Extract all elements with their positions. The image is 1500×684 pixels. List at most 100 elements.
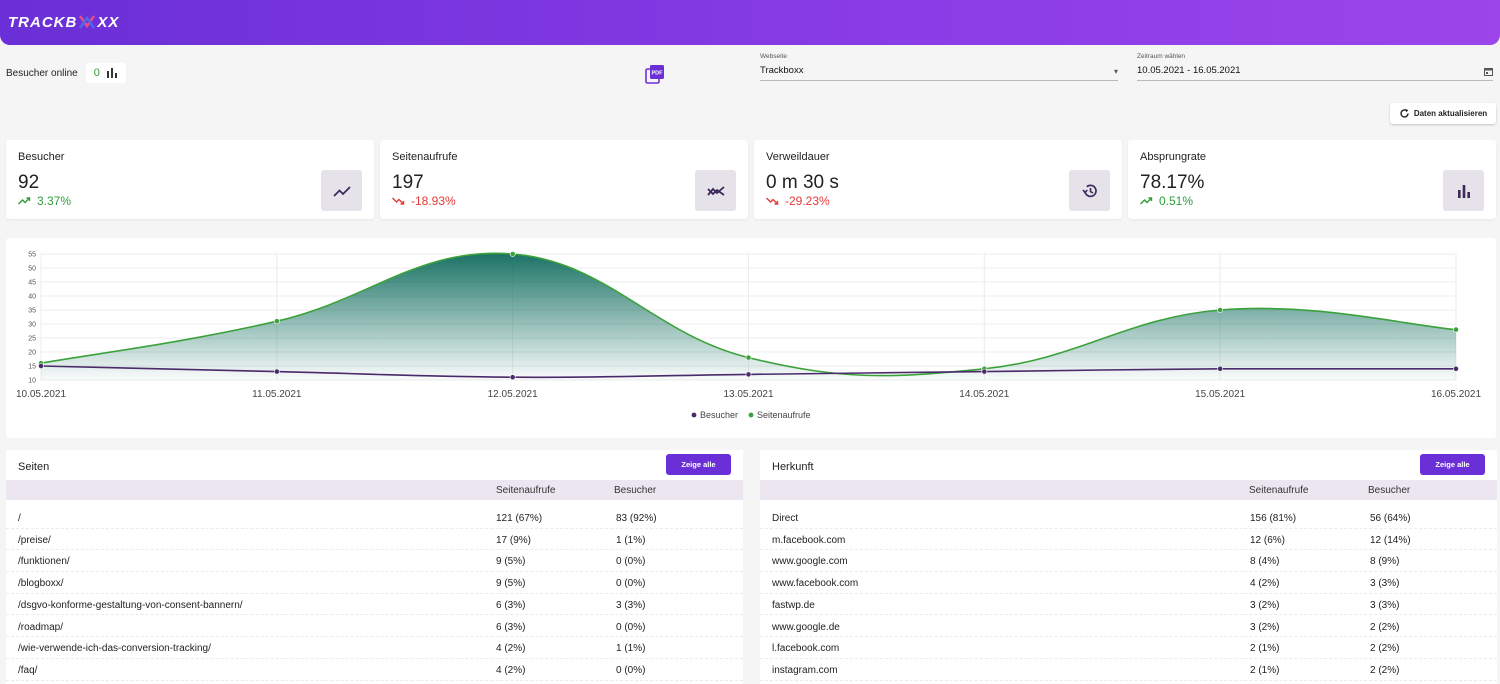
bar-chart-icon[interactable] bbox=[106, 68, 118, 78]
row-visitors: 2 (2%) bbox=[1370, 664, 1400, 676]
y-tick-label: 45 bbox=[28, 280, 36, 287]
trend-up-icon bbox=[18, 197, 31, 205]
website-select[interactable]: Webseite Trackboxx ▾ bbox=[760, 53, 1118, 81]
data-point-besucher[interactable] bbox=[981, 368, 988, 375]
table-row[interactable]: www.google.de 3 (2%) 2 (2%) bbox=[760, 616, 1497, 638]
logo-text-right: XX bbox=[97, 13, 120, 31]
y-tick-label: 50 bbox=[28, 266, 36, 273]
table-row[interactable]: Direct 156 (81%) 56 (64%) bbox=[760, 507, 1497, 529]
traffic-chart-card: 10 15 20 25 30 35 40 45 50 55 10.05.2021 11.05.2021… bbox=[6, 238, 1496, 438]
legend-marker bbox=[691, 412, 697, 418]
row-views: 2 (1%) bbox=[1250, 643, 1280, 655]
visitors-online: Besucher online 0 bbox=[6, 63, 126, 83]
refresh-icon bbox=[1400, 108, 1409, 118]
row-name: www.facebook.com bbox=[772, 578, 859, 590]
y-tick-label: 15 bbox=[28, 364, 36, 371]
y-tick-label: 55 bbox=[28, 252, 36, 259]
data-point-besucher[interactable] bbox=[1453, 365, 1459, 372]
row-views: 6 (3%) bbox=[496, 599, 526, 611]
stat-title: Besucher bbox=[18, 151, 65, 163]
table-row[interactable]: /faq/4 (2%) 0 (0%) bbox=[6, 659, 743, 681]
date-range-underline bbox=[1137, 80, 1493, 81]
row-views: 4 (2%) bbox=[1250, 578, 1280, 590]
row-views: 8 (4%) bbox=[1250, 556, 1280, 568]
row-name: Direct bbox=[772, 513, 799, 524]
row-name: m.facebook.com bbox=[772, 534, 846, 546]
trending-up-icon bbox=[321, 170, 362, 211]
y-tick-label: 25 bbox=[28, 336, 36, 343]
origin-show-all-button[interactable]: Zeige alle bbox=[1420, 454, 1485, 475]
trend-down-icon bbox=[766, 197, 779, 205]
origin-table-header: Seitenaufrufe Besucher bbox=[760, 480, 1497, 500]
website-select-value: Trackboxx bbox=[760, 65, 804, 76]
y-tick-label: 20 bbox=[28, 350, 36, 357]
row-name: /wie-verwende-ich-das-conversion-trackin… bbox=[18, 643, 211, 655]
table-row[interactable]: /roadmap/6 (3%) 0 (0%) bbox=[6, 616, 743, 638]
refresh-data-label: Daten aktualisieren bbox=[1413, 109, 1488, 118]
row-name: www.google.de bbox=[772, 621, 840, 633]
row-visitors: 3 (3%) bbox=[1370, 578, 1400, 590]
website-select-underline bbox=[760, 80, 1118, 81]
row-name: /roadmap/ bbox=[18, 621, 64, 633]
data-point-seitenaufrufe[interactable] bbox=[745, 354, 752, 361]
row-views: 9 (5%) bbox=[496, 578, 526, 590]
refresh-data-button[interactable]: Daten aktualisieren bbox=[1390, 103, 1496, 124]
data-point-besucher[interactable] bbox=[273, 368, 280, 375]
legend-label[interactable]: Besucher bbox=[700, 410, 738, 420]
x-tick-label: 11.05.2021 bbox=[252, 389, 302, 400]
data-point-besucher[interactable] bbox=[745, 371, 752, 378]
trend-down-icon bbox=[392, 197, 405, 205]
traffic-chart: 10 15 20 25 30 35 40 45 50 55 10.05.2021 11.05.2021… bbox=[16, 251, 1481, 420]
table-row[interactable]: /dsgvo-konforme-gestaltung-von-consent-b… bbox=[6, 594, 743, 616]
table-row[interactable]: www.facebook.com 4 (2%) 3 (3%) bbox=[760, 572, 1497, 594]
row-name: /blogboxx/ bbox=[18, 578, 64, 590]
data-point-besucher[interactable] bbox=[509, 374, 516, 381]
stat-change-value: -29.23% bbox=[785, 194, 830, 208]
data-point-besucher[interactable] bbox=[1217, 365, 1224, 372]
logo[interactable]: TRACKB XX bbox=[8, 11, 119, 33]
table-row[interactable]: /funktionen/9 (5%) 0 (0%) bbox=[6, 550, 743, 573]
calendar-icon[interactable] bbox=[1484, 67, 1493, 78]
data-point-seitenaufrufe[interactable] bbox=[1217, 307, 1224, 313]
date-range-field[interactable]: Zeitraum wählen 10.05.2021 - 16.05.2021 bbox=[1137, 53, 1493, 81]
table-row[interactable]: /wie-verwende-ich-das-conversion-trackin… bbox=[6, 637, 743, 659]
stat-change: -29.23% bbox=[766, 194, 830, 208]
row-visitors: 1 (1%) bbox=[616, 643, 646, 655]
row-name: www.google.com bbox=[772, 556, 848, 568]
row-visitors: 56 (64%) bbox=[1370, 513, 1411, 524]
data-point-seitenaufrufe[interactable] bbox=[273, 318, 280, 325]
stat-change-value: 0.51% bbox=[1159, 194, 1194, 208]
data-point-seitenaufrufe[interactable] bbox=[509, 251, 516, 257]
visitors-online-count: 0 bbox=[93, 67, 100, 79]
column-header-visitors: Besucher bbox=[614, 485, 657, 496]
stat-title: Verweildauer bbox=[766, 151, 830, 163]
pages-show-all-button[interactable]: Zeige alle bbox=[666, 454, 731, 475]
row-views: 4 (2%) bbox=[496, 664, 526, 676]
row-visitors: 0 (0%) bbox=[616, 556, 646, 568]
table-row[interactable]: l.facebook.com 2 (1%) 2 (2%) bbox=[760, 637, 1497, 659]
stat-change: -18.93% bbox=[392, 194, 456, 208]
row-views: 2 (1%) bbox=[1250, 664, 1280, 676]
table-row[interactable]: instagram.com 2 (1%) 2 (2%) bbox=[760, 659, 1497, 681]
stat-value: 0 m 30 s bbox=[766, 172, 839, 193]
stat-title: Absprungrate bbox=[1140, 151, 1207, 163]
pdf-export-button[interactable]: PDF bbox=[645, 64, 665, 84]
x-tick-label: 10.05.2021 bbox=[16, 389, 66, 400]
data-point-besucher[interactable] bbox=[38, 363, 44, 369]
data-point-seitenaufrufe[interactable] bbox=[1453, 326, 1459, 333]
table-row[interactable]: /preise/17 (9%) 1 (1%) bbox=[6, 529, 743, 551]
row-views: 4 (2%) bbox=[496, 643, 526, 655]
stat-change-value: 3.37% bbox=[37, 194, 72, 208]
bar-chart-icon bbox=[1443, 170, 1484, 211]
row-name: fastwp.de bbox=[772, 599, 815, 611]
table-row[interactable]: www.google.com 8 (4%) 8 (9%) bbox=[760, 550, 1497, 573]
row-views: 9 (5%) bbox=[496, 556, 526, 568]
table-row[interactable]: /blogboxx/9 (5%) 0 (0%) bbox=[6, 572, 743, 594]
legend-label[interactable]: Seitenaufrufe bbox=[757, 410, 811, 420]
origin-panel: Herkunft Zeige alle Seitenaufrufe Besuch… bbox=[760, 450, 1497, 684]
history-icon bbox=[1069, 170, 1110, 211]
x-tick-label: 14.05.2021 bbox=[959, 389, 1009, 400]
table-row[interactable]: fastwp.de 3 (2%) 3 (3%) bbox=[760, 594, 1497, 616]
table-row[interactable]: m.facebook.com 12 (6%) 12 (14%) bbox=[760, 529, 1497, 551]
table-row[interactable]: / 121 (67%) 83 (92%) bbox=[6, 507, 743, 529]
